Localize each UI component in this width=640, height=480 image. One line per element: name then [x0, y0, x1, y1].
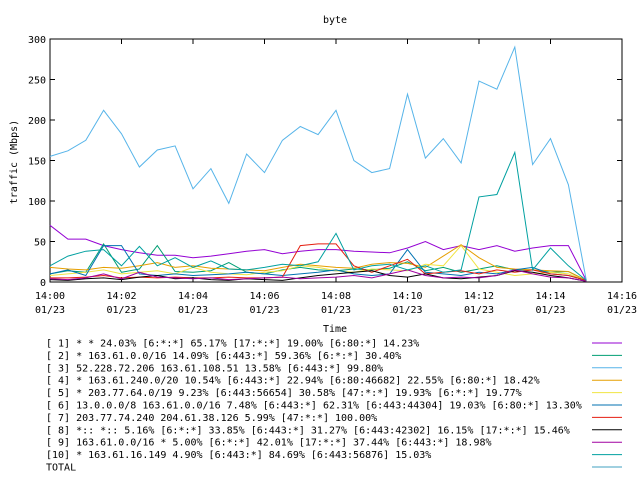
- x-tick-date: 01/23: [464, 305, 494, 316]
- legend-label: [ 9] 163.61.0.0/16 * 5.00% [6:*:*] 42.01…: [46, 438, 492, 449]
- x-tick-time: 14:02: [106, 291, 136, 302]
- x-axis-label: Time: [323, 324, 347, 335]
- legend-label: [10] * 163.61.16.149 4.90% [6:443:*] 84.…: [46, 450, 431, 461]
- x-tick-time: 14:10: [392, 291, 422, 302]
- x-tick-date: 01/23: [35, 305, 65, 316]
- x-tick-date: 01/23: [106, 305, 136, 316]
- legend-label: TOTAL: [46, 463, 76, 474]
- series-line-9: [49, 269, 587, 282]
- series-line-2: [49, 242, 587, 281]
- series-line-6: [49, 245, 587, 281]
- x-tick-date: 01/23: [178, 305, 208, 316]
- series-line-10: [49, 150, 587, 281]
- series-line-3: [49, 45, 587, 281]
- legend-label: [ 1] * * 24.03% [6:*:*] 65.17% [17:*:*] …: [46, 339, 419, 350]
- x-tick-date: 01/23: [249, 305, 279, 316]
- chart-title: byte: [323, 15, 347, 26]
- x-tick-date: 01/23: [392, 305, 422, 316]
- x-tick-time: 14:16: [607, 291, 637, 302]
- legend-label: [ 2] * 163.61.0.0/16 14.09% [6:443:*] 59…: [46, 351, 401, 362]
- legend-label: [ 4] * 163.61.240.0/20 10.54% [6:443:*] …: [46, 376, 540, 387]
- series-lines: [49, 45, 587, 282]
- y-tick-label: 150: [28, 157, 46, 168]
- x-tick-time: 14:12: [464, 291, 494, 302]
- x-tick-time: 14:00: [35, 291, 65, 302]
- legend-label: [ 5] * 203.77.64.0/19 9.23% [6:443:56654…: [46, 388, 522, 399]
- y-tick-label: 200: [28, 116, 46, 127]
- y-tick-label: 50: [34, 238, 46, 249]
- y-tick-label: 0: [40, 278, 46, 289]
- axes: 0 50 100 150 200 250 300 14:00 01/23 14:02 01/23 14…: [28, 35, 637, 316]
- legend-label: [ 6] 13.0.0.0/8 163.61.0.0/16 7.48% [6:4…: [46, 401, 582, 412]
- series-line-1: [49, 224, 587, 281]
- legend-label: [ 7] 203.77.74.240 204.61.38.126 5.99% […: [46, 413, 377, 424]
- x-tick-time: 14:06: [249, 291, 279, 302]
- x-tick-time: 14:04: [178, 291, 208, 302]
- series-line-4: [49, 244, 587, 281]
- legend-label: [ 8] *:: *:: 5.16% [6:*:*] 33.85% [6:443…: [46, 425, 570, 436]
- y-tick-label: 300: [28, 35, 46, 46]
- legend: [ 1] * * 24.03% [6:*:*] 65.17% [17:*:*] …: [46, 339, 622, 474]
- x-tick-date: 01/23: [535, 305, 565, 316]
- legend-label: [ 3] 52.228.72.206 163.61.108.51 13.58% …: [46, 363, 383, 374]
- x-tick-date: 01/23: [607, 305, 637, 316]
- y-tick-label: 250: [28, 76, 46, 87]
- y-tick-label: 100: [28, 197, 46, 208]
- x-tick-time: 14:14: [535, 291, 565, 302]
- y-axis-label: traffic (Mbps): [9, 120, 20, 204]
- x-tick-date: 01/23: [321, 305, 351, 316]
- x-tick-time: 14:08: [321, 291, 351, 302]
